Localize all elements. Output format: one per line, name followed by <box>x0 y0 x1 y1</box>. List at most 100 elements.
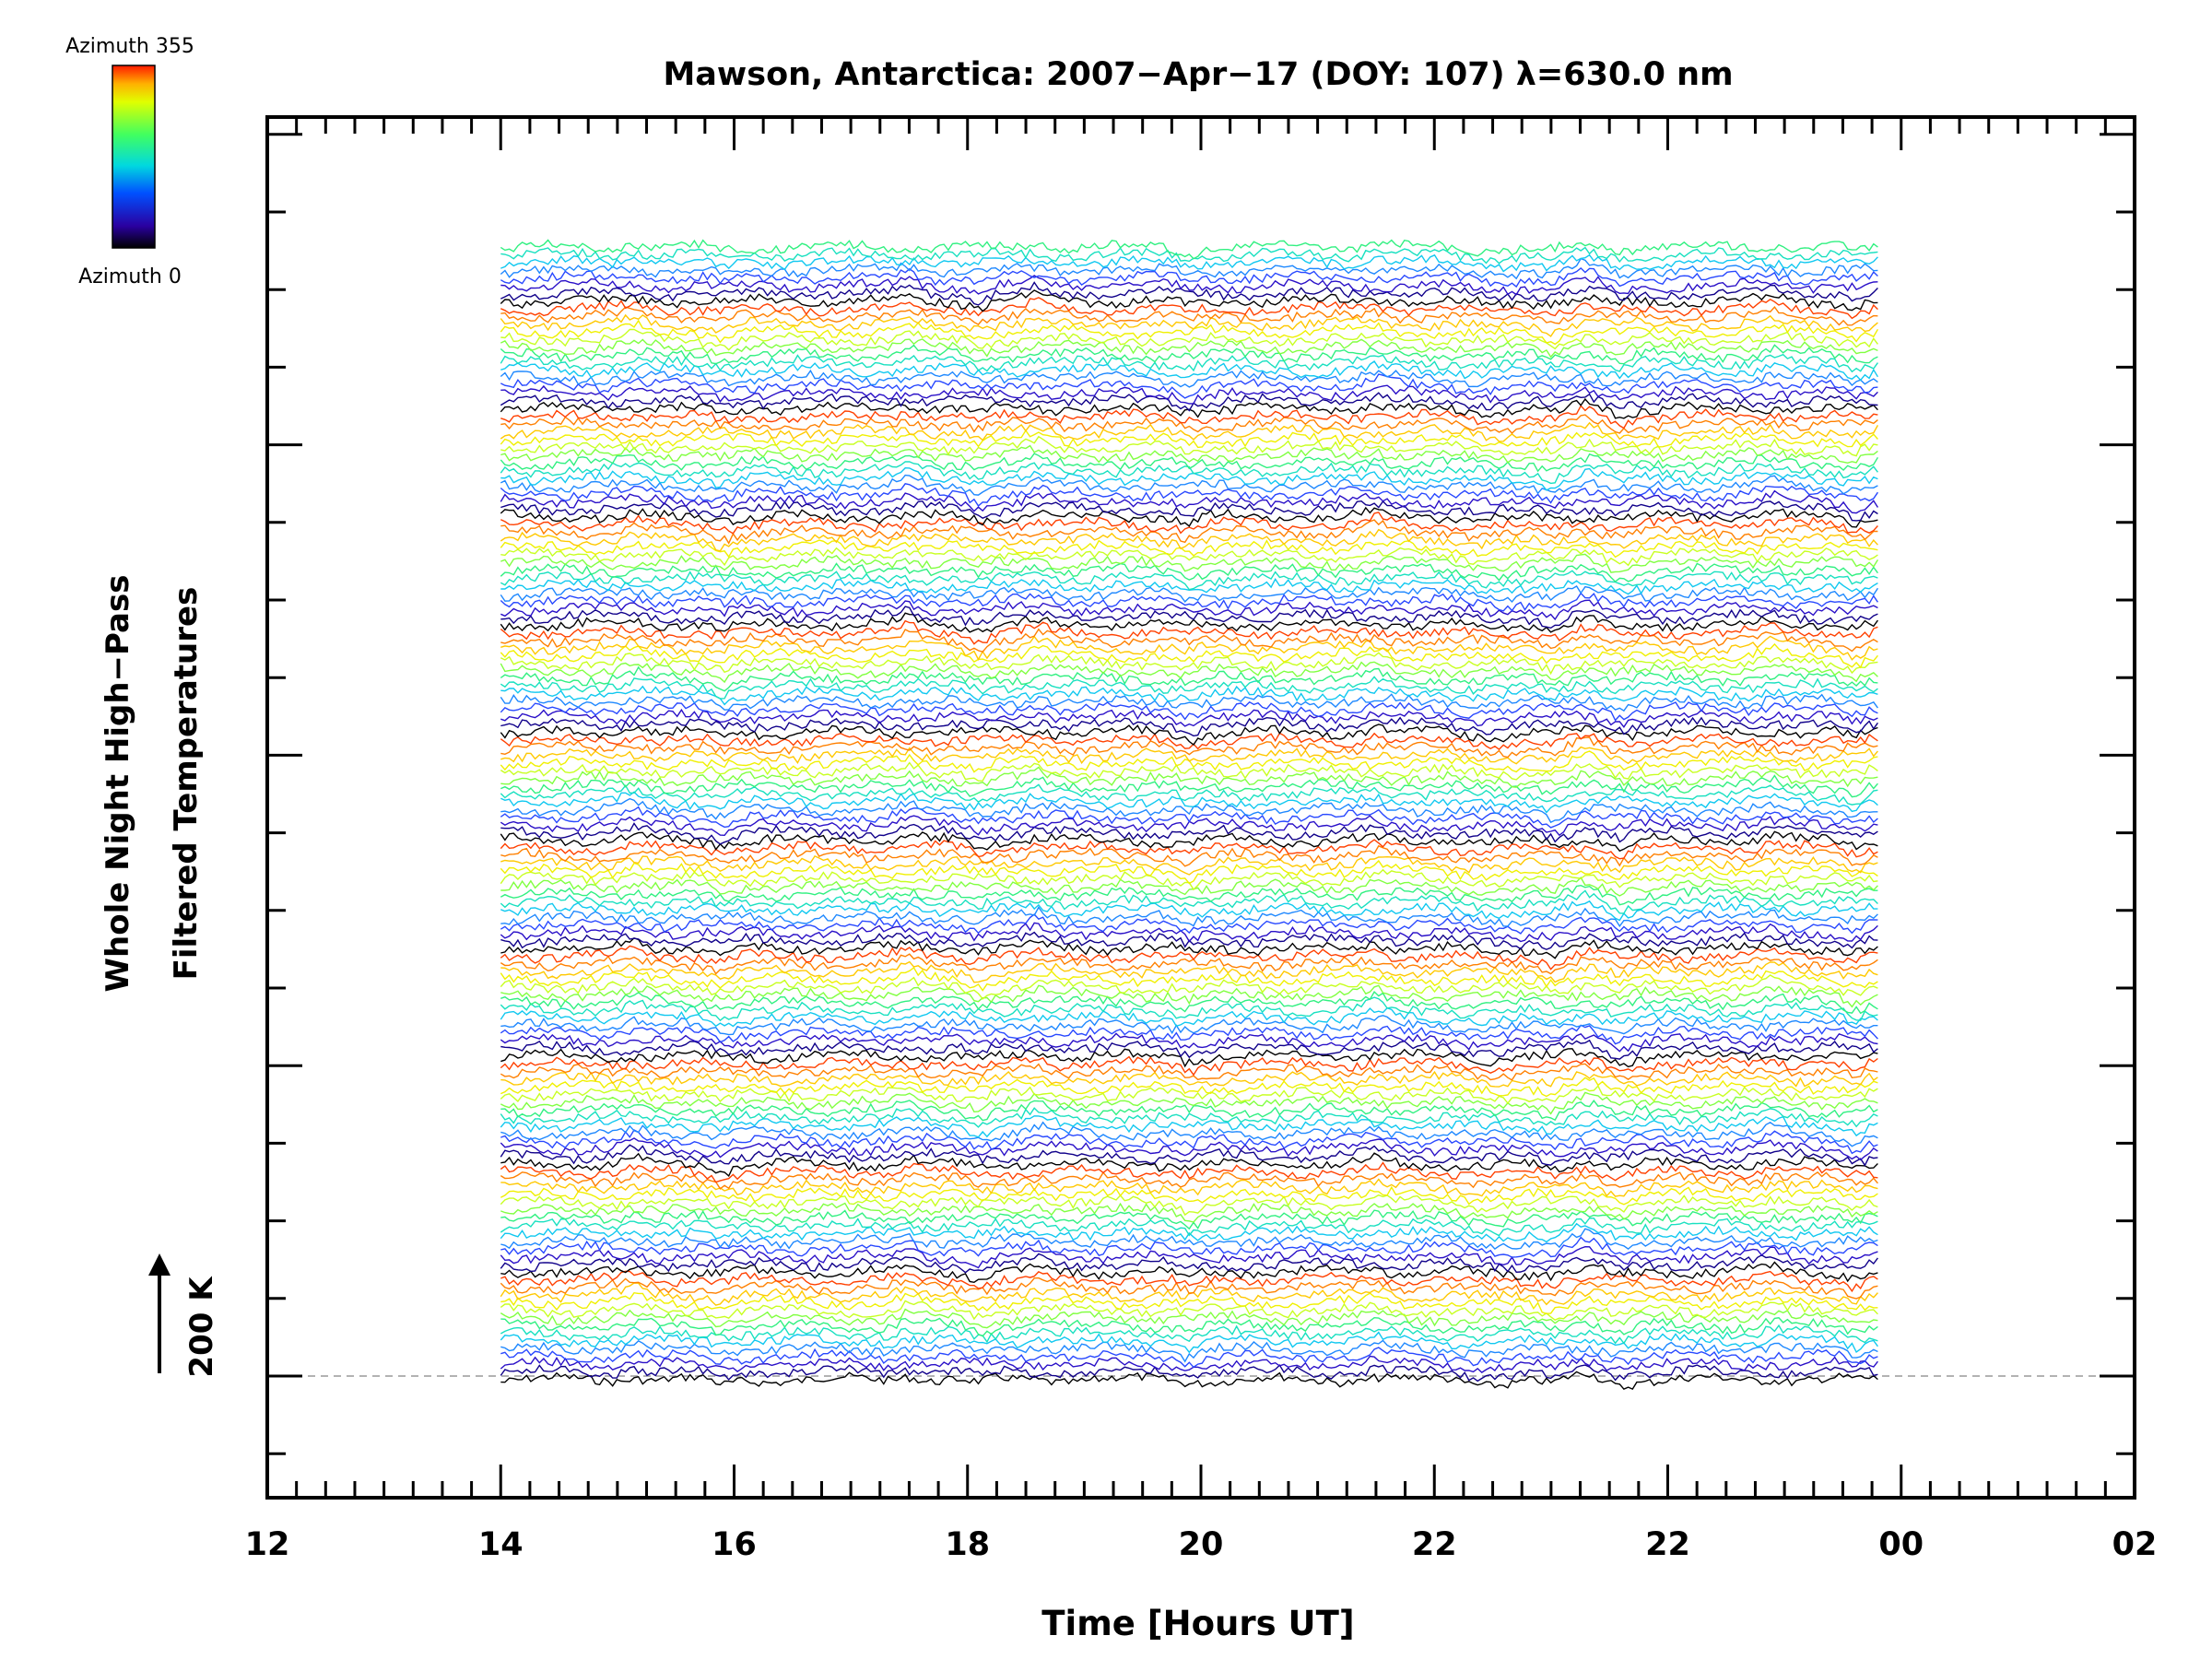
series-line <box>500 353 1878 373</box>
series-line <box>500 619 1878 645</box>
series-line <box>500 500 1878 522</box>
series-line <box>500 612 1878 633</box>
series-line <box>500 1070 1878 1088</box>
colorbar-top-label: Azimuth 355 <box>65 35 194 58</box>
series-line <box>500 974 1878 1000</box>
series-line <box>500 1228 1878 1251</box>
series-line <box>500 414 1878 434</box>
series-line <box>500 844 1878 867</box>
series-line <box>500 239 1878 260</box>
series-line <box>500 461 1878 485</box>
series-line <box>500 661 1878 684</box>
series-line <box>500 444 1878 465</box>
series-line <box>500 1129 1878 1155</box>
series-line <box>500 328 1878 351</box>
series-line <box>500 281 1878 306</box>
scale-label: 200 K <box>183 1276 220 1378</box>
series-line <box>500 815 1878 837</box>
series-line <box>500 1161 1878 1183</box>
x-tick-labels: 12 14 16 18 20 22 22 00 02 <box>245 1526 2158 1563</box>
series-line <box>500 1077 1878 1098</box>
series-line <box>500 528 1878 552</box>
series-line <box>500 693 1878 712</box>
series-line <box>500 1063 1878 1081</box>
series-line <box>500 876 1878 897</box>
series-line <box>500 736 1878 759</box>
series-line <box>500 489 1878 514</box>
series-line <box>500 519 1878 545</box>
series-line <box>500 297 1878 320</box>
series-line <box>500 592 1878 612</box>
series-line <box>500 562 1878 582</box>
series-line <box>500 313 1878 337</box>
x-tick-label: 02 <box>2112 1526 2158 1563</box>
series-line <box>500 539 1878 559</box>
series-line <box>500 1300 1878 1322</box>
series-line <box>500 990 1878 1015</box>
series-line <box>500 774 1878 798</box>
x-tick-label: 18 <box>945 1526 990 1563</box>
series-line <box>500 585 1878 604</box>
series-line <box>500 937 1878 959</box>
series-line <box>500 945 1878 971</box>
series-line <box>500 1024 1878 1045</box>
series-line <box>500 839 1878 860</box>
series-line <box>500 547 1878 567</box>
series-line <box>500 984 1878 1008</box>
series-line <box>500 344 1878 365</box>
series-line <box>500 716 1878 737</box>
series-line <box>500 606 1878 629</box>
series-line <box>500 553 1878 573</box>
series-line <box>500 1339 1878 1363</box>
series-line <box>500 900 1878 922</box>
series-line <box>500 906 1878 928</box>
scale-indicator: 200 K <box>148 1253 220 1378</box>
series-line <box>500 732 1878 751</box>
series-line <box>500 1032 1878 1053</box>
series-line <box>500 1245 1878 1269</box>
x-tick-label: 22 <box>1412 1526 1457 1563</box>
series-line <box>500 628 1878 653</box>
series-line <box>500 822 1878 845</box>
x-axis-label: Time [Hours UT] <box>1041 1604 1354 1643</box>
series-line <box>500 708 1878 729</box>
x-tick-label: 14 <box>478 1526 524 1563</box>
series-line <box>500 289 1878 312</box>
series-line <box>500 1144 1878 1167</box>
series-line <box>500 483 1878 507</box>
series-line <box>500 405 1878 429</box>
series-line <box>500 1347 1878 1369</box>
series-line <box>500 746 1878 765</box>
series-line <box>500 1194 1878 1217</box>
y-axis-label-line2: Filtered Temperatures <box>168 587 205 981</box>
series-line <box>500 319 1879 346</box>
series-line <box>500 652 1878 676</box>
series-line <box>500 996 1878 1022</box>
series-line <box>500 830 1878 853</box>
series-line <box>500 570 1878 591</box>
series-line <box>500 859 1878 885</box>
x-tick-label: 22 <box>1645 1526 1690 1563</box>
series-line <box>500 257 1878 280</box>
series-line <box>500 642 1878 669</box>
series-line <box>500 1270 1878 1293</box>
y-axis-label-line1: Whole Night High−Pass <box>100 575 136 993</box>
series-line <box>500 305 1878 326</box>
series-line <box>500 806 1878 829</box>
series-line <box>500 724 1878 747</box>
series-line <box>500 1371 1878 1391</box>
series-line <box>500 453 1879 473</box>
series-line <box>500 578 1878 595</box>
series-line <box>500 700 1878 722</box>
series-line <box>500 953 1878 975</box>
series-line <box>500 1048 1878 1068</box>
series-line <box>500 1355 1878 1373</box>
series-line <box>500 599 1878 621</box>
series-line <box>500 1316 1878 1337</box>
series-line <box>500 797 1878 824</box>
x-tick-label: 00 <box>1878 1526 1924 1563</box>
series-line <box>500 676 1878 700</box>
colorbar-gradient <box>112 65 156 249</box>
series-line <box>500 1277 1878 1300</box>
